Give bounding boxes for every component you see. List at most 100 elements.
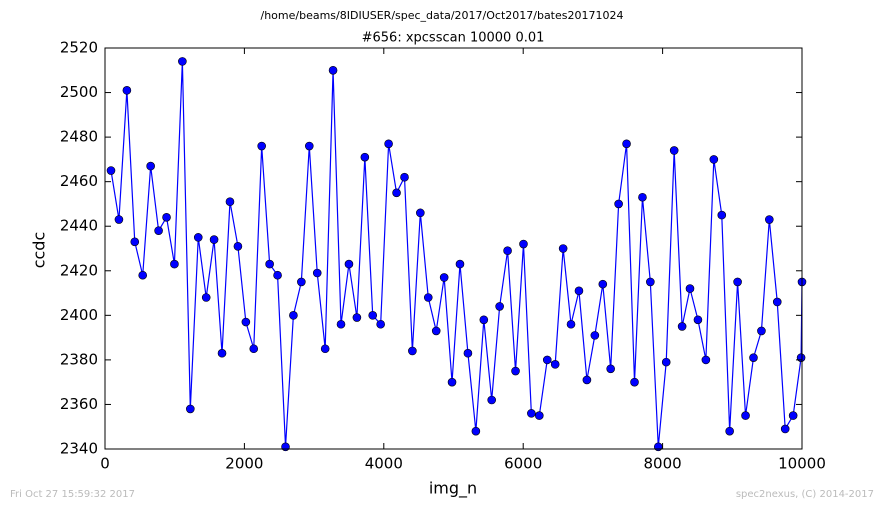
data-point [217, 348, 227, 358]
x-tick-label: 4000 [365, 455, 403, 473]
data-point [535, 411, 544, 420]
x-tick-label: 6000 [504, 455, 542, 473]
data-point [574, 286, 584, 296]
data-point [344, 259, 354, 269]
data-point [677, 322, 687, 331]
data-point [376, 319, 385, 329]
data-point [669, 146, 679, 155]
data-point [193, 233, 203, 242]
data-point [368, 311, 378, 320]
data-point [693, 315, 703, 325]
data-point [463, 348, 473, 358]
data-point [241, 317, 251, 327]
data-point [122, 86, 132, 95]
data-point [138, 270, 148, 280]
data-point [400, 172, 409, 182]
data-point [170, 259, 179, 269]
data-point [765, 215, 774, 224]
data-point [154, 226, 163, 235]
data-point [281, 442, 290, 452]
data-line [110, 61, 803, 447]
data-point [709, 155, 719, 164]
data-point [257, 141, 266, 151]
data-point [590, 331, 600, 340]
x-tick-label: 10000 [778, 455, 826, 473]
data-point [717, 210, 727, 220]
data-point [225, 197, 235, 207]
data-point [320, 344, 330, 354]
data-point [352, 313, 362, 322]
data-point [661, 357, 671, 367]
data-point [646, 277, 655, 287]
data-point [201, 293, 211, 302]
data-point [162, 213, 171, 222]
x-tick-label: 2000 [225, 455, 263, 473]
x-axis-label: img_n [429, 479, 477, 499]
data-point [511, 366, 520, 376]
data-point [384, 139, 393, 149]
data-point [733, 277, 742, 287]
y-tick-label: 2360 [60, 395, 98, 413]
data-point [336, 319, 346, 329]
data-point [542, 355, 552, 365]
data-point [471, 426, 481, 436]
data-point [209, 235, 219, 244]
data-point [297, 277, 306, 287]
data-point [312, 268, 322, 278]
data-point [447, 377, 457, 387]
data-point [725, 426, 734, 436]
data-point [653, 442, 663, 452]
data-point [598, 279, 608, 289]
data-point [550, 360, 560, 369]
data-point [249, 344, 259, 354]
y-tick-label: 2460 [60, 172, 98, 190]
y-tick-label: 2480 [60, 128, 98, 146]
data-point [360, 152, 370, 162]
y-tick-label: 2520 [60, 39, 98, 57]
data-point [455, 259, 465, 269]
data-point [439, 273, 449, 282]
y-tick-label: 2440 [60, 217, 98, 235]
chart-title: #656: xpcsscan 10000 0.01 [362, 31, 545, 46]
data-point [757, 326, 766, 336]
data-point [503, 246, 512, 256]
data-point [114, 215, 124, 224]
data-point [749, 353, 758, 362]
x-tick-label: 0 [100, 455, 110, 473]
data-point [130, 237, 140, 247]
data-point [780, 424, 790, 434]
data-point [638, 192, 647, 202]
data-point [106, 166, 116, 175]
data-point [487, 395, 496, 405]
data-point [178, 57, 187, 66]
axes-frame [104, 47, 803, 450]
data-point [566, 319, 576, 329]
data-point [304, 141, 314, 151]
data-point [186, 404, 195, 414]
data-point [622, 139, 631, 149]
y-axis-label: ccdc [30, 232, 49, 269]
data-point [772, 297, 782, 307]
data-point [146, 161, 155, 171]
y-tick-label: 2400 [60, 306, 98, 324]
x-tick-label: 8000 [644, 455, 682, 473]
data-point [265, 259, 274, 269]
data-point [431, 326, 441, 336]
data-point [495, 302, 504, 311]
data-point [685, 284, 695, 293]
plot-area [106, 57, 807, 452]
y-tick-label: 2340 [60, 440, 98, 458]
data-point [423, 293, 433, 302]
y-tick-label: 2500 [60, 83, 98, 101]
data-point [392, 188, 401, 198]
y-tick-label: 2420 [60, 261, 98, 279]
data-point [328, 65, 338, 75]
y-tick-label: 2380 [60, 350, 98, 368]
data-point [527, 409, 536, 418]
footer-left: Fri Oct 27 15:59:32 2017 [10, 489, 135, 500]
data-point [233, 241, 243, 251]
data-point [630, 377, 639, 387]
data-point [788, 411, 798, 420]
